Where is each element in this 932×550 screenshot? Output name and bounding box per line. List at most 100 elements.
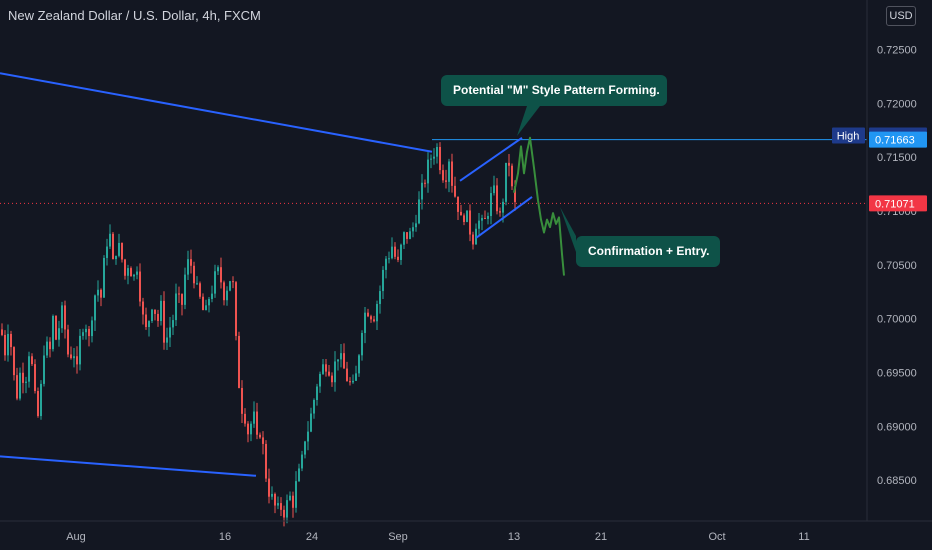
candle-body (310, 413, 312, 432)
currency-button[interactable]: USD (886, 6, 916, 26)
candle-body (166, 337, 168, 343)
candle-body (34, 364, 36, 391)
candle-body (148, 321, 150, 328)
candle-body (475, 228, 477, 245)
candle-body (472, 234, 474, 245)
candle-body (430, 158, 432, 160)
candle-body (37, 390, 39, 417)
candle-body (52, 315, 54, 350)
candle-body (70, 354, 72, 359)
current-price-tag-bg (869, 195, 927, 212)
candle-body (376, 303, 378, 322)
candle-body (151, 309, 153, 322)
candle-body (478, 220, 480, 229)
entry-callout-pointer (560, 207, 576, 252)
candle-body (436, 146, 438, 157)
candle-body (172, 320, 174, 328)
candle-body (358, 355, 360, 374)
candle-body (493, 185, 495, 194)
pattern-callout[interactable]: Potential "M" Style Pattern Forming. (441, 75, 667, 106)
candle-body (157, 313, 159, 322)
candle-body (268, 478, 270, 497)
candle-body (127, 268, 129, 276)
x-tick-label: 13 (508, 531, 520, 543)
chart-title: New Zealand Dollar / U.S. Dollar, 4h, FX… (8, 8, 261, 23)
x-tick-label: Sep (388, 531, 408, 543)
candle-body (394, 246, 396, 257)
candle-body (421, 182, 423, 200)
candle-body (88, 328, 90, 337)
candle-body (205, 305, 207, 311)
candle-body (214, 271, 216, 294)
candle-body (106, 246, 108, 258)
candle-body (13, 347, 15, 376)
candle-body (412, 227, 414, 232)
candle-body (397, 256, 399, 260)
candle-body (346, 368, 348, 382)
candle-body (466, 210, 468, 222)
y-tick-label: 0.69500 (877, 367, 917, 379)
candle-body (103, 257, 105, 298)
candle-body (487, 216, 489, 219)
candle-body (454, 185, 456, 197)
candle-body (415, 223, 417, 228)
candle-body (55, 315, 57, 340)
candle-body (190, 259, 192, 266)
candle-body (187, 259, 189, 275)
candle-body (316, 386, 318, 401)
candle-body (64, 305, 66, 330)
candle-body (514, 186, 516, 203)
candle-body (79, 335, 81, 365)
candle-body (160, 300, 162, 322)
candle-body (262, 437, 264, 444)
trendline-1 (0, 72, 433, 153)
candle-body (424, 182, 426, 184)
candle-body (67, 329, 69, 355)
candle-body (442, 170, 444, 181)
trendline-4 (475, 196, 533, 239)
candle-body (10, 333, 12, 348)
candle-body (217, 267, 219, 272)
candle-body (226, 290, 228, 301)
candle-body (463, 215, 465, 222)
candle-body (373, 319, 375, 322)
candle-body (388, 258, 390, 260)
candle-body (499, 211, 501, 213)
candle-body (109, 233, 111, 247)
candle-body (340, 353, 342, 360)
y-tick-label: 0.70000 (877, 314, 917, 326)
x-tick-label: Oct (708, 531, 725, 543)
candle-body (178, 293, 180, 295)
candle-body (40, 383, 42, 417)
candle-body (4, 334, 6, 356)
trendline-2 (0, 455, 257, 477)
high-label-bg (832, 127, 865, 144)
candle-body (130, 268, 132, 277)
trendline-3 (459, 136, 523, 182)
candle-body (118, 242, 120, 256)
candle-body (58, 328, 60, 340)
candle-body (304, 441, 306, 455)
candle-body (508, 162, 510, 166)
candle-body (235, 282, 237, 336)
candle-body (100, 289, 102, 298)
candle-body (364, 312, 366, 333)
candle-body (241, 387, 243, 414)
candle-body (355, 373, 357, 381)
candle-body (343, 353, 345, 369)
candle-body (322, 364, 324, 374)
candle-body (271, 493, 273, 497)
candle-body (439, 146, 441, 171)
entry-callout[interactable]: Confirmation + Entry. (576, 236, 720, 267)
candle-body (61, 305, 63, 329)
candle-body (163, 300, 165, 343)
candle-body (361, 332, 363, 356)
candle-body (292, 495, 294, 508)
candle-body (22, 372, 24, 383)
candle-body (409, 231, 411, 239)
resistance-price-tag-bg (869, 131, 927, 148)
candle-body (379, 291, 381, 304)
candle-body (73, 356, 75, 359)
x-tick-label: 24 (306, 531, 318, 543)
